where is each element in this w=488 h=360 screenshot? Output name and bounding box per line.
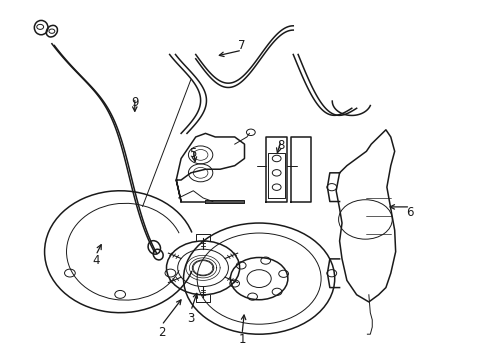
Text: 3: 3: [187, 311, 194, 325]
Text: 8: 8: [277, 139, 284, 152]
Text: 5: 5: [189, 147, 197, 159]
Text: 9: 9: [131, 96, 138, 109]
Text: 1: 1: [238, 333, 245, 346]
Text: 4: 4: [92, 254, 100, 267]
Text: 6: 6: [406, 206, 413, 219]
Text: 7: 7: [238, 39, 245, 52]
Text: 2: 2: [158, 326, 165, 339]
